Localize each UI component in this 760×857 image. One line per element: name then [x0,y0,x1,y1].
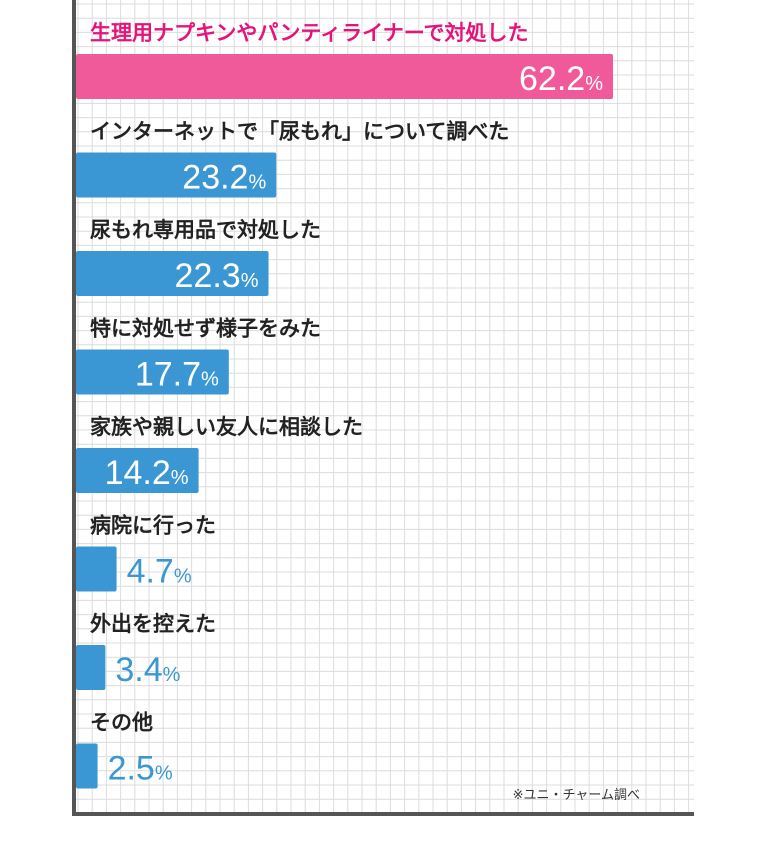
value-label: 23.2% [182,159,266,197]
bar [76,546,117,592]
bar [76,152,277,198]
bar [76,645,106,690]
category-label: 尿もれ専用品で対処した [90,218,321,242]
value-label: 2.5% [108,750,173,788]
bar [76,251,269,296]
value-labels: 62.2% 23.2% 22.3% 17.7% 14.2% 4.7% 3.4% 2.5% [105,60,604,788]
value-label: 62.2% [519,60,603,98]
axis-frame-bottom [72,812,694,816]
bar [76,54,613,99]
category-label: 家族や親しい友人に相談した [90,415,363,439]
value-label: 22.3% [175,257,259,295]
category-label: 特に対処せず様子をみた [90,317,321,341]
category-label: 生理用ナプキンやパンティライナーで対処した [90,21,528,45]
bar [76,448,199,493]
value-label: 3.4% [115,651,180,689]
value-label: 17.7% [135,356,219,394]
axis-frame-left [72,0,76,816]
category-label: 病院に行った [90,514,216,538]
category-label: インターネットで「尿もれ」について調べた [90,120,509,144]
value-label: 14.2% [105,454,189,492]
category-label: その他 [90,711,153,735]
category-labels: 生理用ナプキンやパンティライナーで対処したインターネットで「尿もれ」について調べ… [90,21,528,735]
bar [76,743,98,789]
bar [76,349,229,395]
value-label: 4.7% [127,553,192,591]
source-note: ※ユニ・チャーム調べ [513,788,640,803]
grid-lines [76,0,694,812]
category-label: 外出を控えた [90,612,216,636]
bars [76,54,613,789]
